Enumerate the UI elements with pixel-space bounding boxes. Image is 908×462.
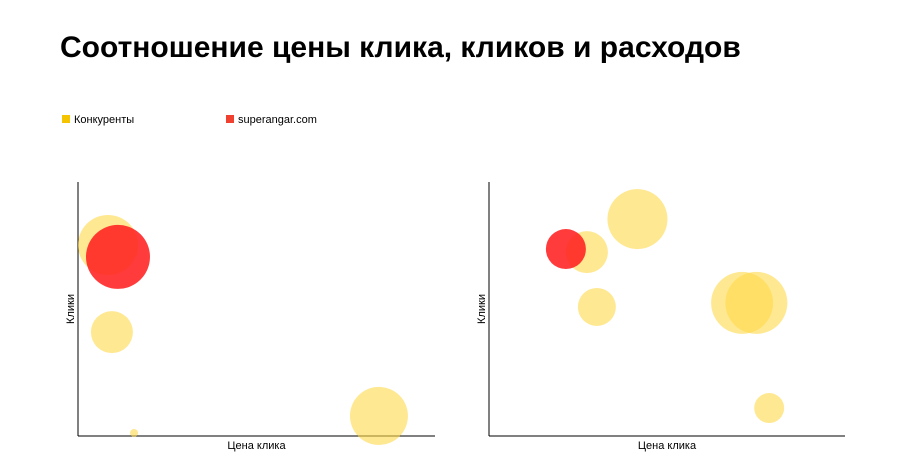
legend: Конкуренты superangar.com bbox=[62, 114, 317, 126]
bubble bbox=[577, 287, 616, 326]
bubble bbox=[349, 386, 408, 445]
legend-label: superangar.com bbox=[238, 114, 317, 126]
x-axis-label: Цена клика bbox=[227, 440, 286, 452]
legend-label: Конкуренты bbox=[74, 114, 134, 126]
bubble bbox=[725, 271, 788, 334]
chart-title: Соотношение цены клика, кликов и расходо… bbox=[60, 31, 741, 64]
y-axis-label: Клики bbox=[476, 294, 488, 324]
bubble bbox=[85, 224, 150, 289]
bubble bbox=[607, 189, 668, 250]
legend-swatch bbox=[226, 115, 234, 123]
legend-swatch bbox=[62, 115, 70, 123]
bubble bbox=[545, 229, 586, 270]
bubble bbox=[130, 428, 139, 437]
x-axis-label: Цена клика bbox=[638, 440, 697, 452]
bubble bbox=[90, 311, 133, 354]
y-axis-label: Клики bbox=[65, 294, 77, 324]
bubble bbox=[754, 393, 785, 424]
